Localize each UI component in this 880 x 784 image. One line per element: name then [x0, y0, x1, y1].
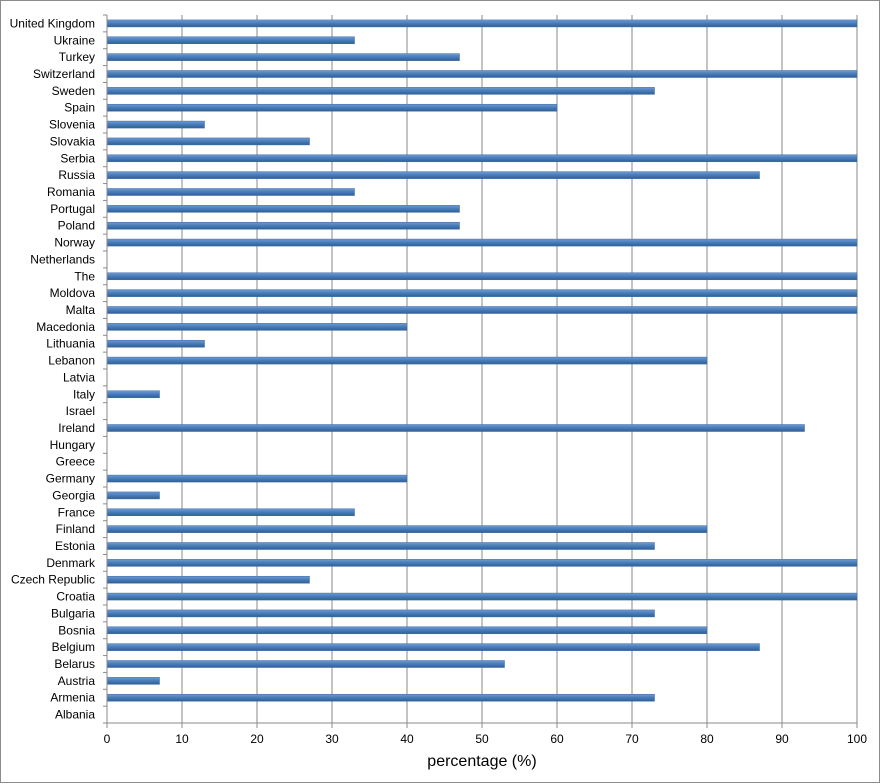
x-tick-label: 20 — [250, 732, 264, 746]
bar — [106, 693, 655, 702]
bar — [106, 87, 655, 95]
category-label: Russia — [58, 168, 95, 182]
bar — [106, 120, 205, 129]
category-label: Spain — [64, 101, 95, 115]
category-label: Italy — [73, 387, 95, 401]
category-label: Serbia — [60, 151, 95, 165]
category-label: Belgium — [52, 640, 95, 654]
tick-labels: 0 10 20 30 40 50 60 70 80 90 100 — [104, 732, 868, 746]
category-label: Finland — [56, 522, 95, 536]
x-tick-label: 10 — [175, 732, 189, 746]
bar — [106, 53, 460, 61]
bar — [106, 609, 655, 618]
bar — [106, 238, 858, 247]
category-label: Hungary — [50, 438, 95, 452]
bar — [106, 221, 460, 230]
category-label: Lithuania — [46, 337, 95, 351]
bar — [106, 36, 355, 45]
bar — [106, 626, 708, 635]
x-tick-label: 100 — [847, 732, 867, 746]
category-label: Slovakia — [50, 134, 96, 148]
category-label: Ukraine — [54, 33, 96, 47]
category-label: Croatia — [56, 590, 95, 604]
bar — [106, 137, 310, 146]
category-label: France — [58, 505, 96, 519]
category-label: Sweden — [52, 84, 95, 98]
bar — [106, 323, 408, 331]
bar — [106, 154, 858, 163]
bar — [106, 542, 655, 550]
bar — [106, 19, 858, 28]
category-label: Armenia — [50, 691, 95, 705]
category-label: Ireland — [58, 421, 95, 435]
bar — [106, 592, 858, 601]
category-label: The — [74, 269, 95, 283]
bar — [106, 677, 160, 685]
category-label: Turkey — [59, 50, 95, 64]
bar — [106, 289, 858, 297]
category-label: Estonia — [55, 539, 95, 553]
bar — [106, 491, 160, 500]
category-label: Albania — [55, 708, 95, 722]
x-axis-title: percentage (%) — [427, 753, 536, 770]
category-label: Poland — [58, 219, 95, 233]
category-label: Macedonia — [36, 320, 95, 334]
bar — [106, 424, 805, 432]
category-label: Greece — [56, 455, 96, 469]
bar — [106, 103, 558, 112]
bar — [106, 356, 708, 365]
bar — [106, 272, 858, 281]
x-tick-label: 50 — [475, 732, 489, 746]
category-label: Portugal — [50, 202, 95, 216]
axes — [103, 14, 858, 728]
bar — [106, 474, 408, 483]
category-label: Belarus — [54, 657, 95, 671]
bar — [106, 306, 858, 314]
bar — [106, 390, 160, 399]
category-label: Slovenia — [49, 118, 95, 132]
bar — [106, 643, 760, 651]
category-label: Lebanon — [48, 354, 95, 368]
category-label: Bosnia — [58, 623, 95, 637]
bar — [106, 660, 505, 668]
category-label: Malta — [66, 303, 96, 317]
bar — [106, 70, 858, 78]
category-label: Denmark — [46, 556, 96, 570]
bar — [106, 339, 205, 348]
x-tick-label: 30 — [325, 732, 339, 746]
category-label: Bulgaria — [51, 606, 95, 620]
category-label: Netherlands — [30, 252, 95, 266]
category-label: Moldova — [50, 286, 96, 300]
bar — [106, 205, 460, 213]
category-label: Israel — [66, 404, 95, 418]
x-tick-label: 40 — [400, 732, 414, 746]
x-tick-label: 60 — [550, 732, 564, 746]
category-label: Latvia — [63, 370, 95, 384]
bar — [106, 559, 858, 567]
category-label: United Kingdom — [10, 16, 95, 30]
bar — [106, 171, 760, 179]
bars — [106, 19, 858, 702]
category-label: Germany — [46, 472, 95, 486]
category-label: Czech Republic — [11, 573, 95, 587]
x-tick-label: 90 — [775, 732, 789, 746]
category-label: Norway — [54, 236, 95, 250]
x-tick-label: 70 — [625, 732, 639, 746]
bar — [106, 508, 355, 517]
bar — [106, 525, 708, 533]
category-label: Austria — [58, 674, 96, 688]
category-labels: United Kingdom Ukraine Turkey Switzerland Sw… — [10, 16, 96, 721]
x-tick-label: 80 — [700, 732, 714, 746]
category-label: Switzerland — [33, 67, 95, 81]
bar — [106, 575, 310, 584]
bar — [106, 188, 355, 196]
gridlines — [181, 15, 858, 723]
category-label: Georgia — [52, 488, 95, 502]
x-tick-label: 0 — [104, 732, 111, 746]
category-label: Romania — [47, 185, 95, 199]
